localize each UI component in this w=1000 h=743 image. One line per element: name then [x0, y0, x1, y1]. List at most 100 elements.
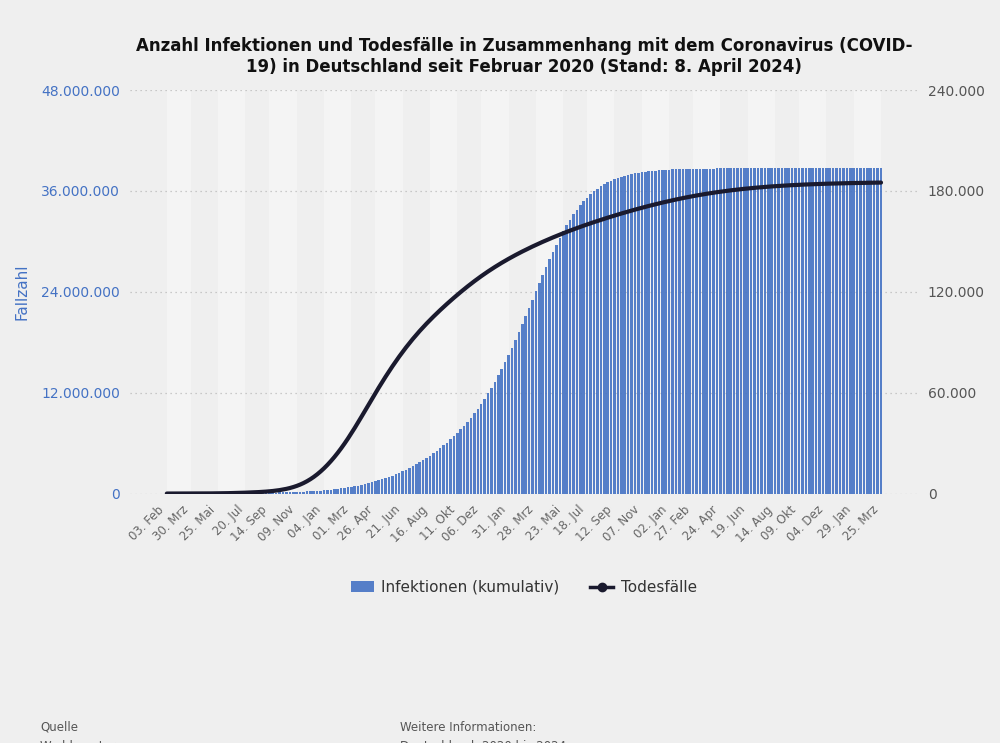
Bar	[644, 172, 647, 493]
Bar	[477, 409, 479, 493]
Bar	[661, 170, 664, 493]
Bar	[524, 317, 527, 493]
Bar	[446, 443, 448, 493]
Bar	[295, 492, 298, 493]
Bar	[733, 169, 735, 493]
Bar	[473, 413, 476, 493]
Bar	[559, 238, 561, 493]
Bar	[723, 169, 725, 493]
Bar	[610, 181, 612, 493]
Bar	[504, 362, 506, 493]
Bar	[743, 169, 746, 493]
Bar	[507, 355, 510, 493]
Bar	[521, 325, 524, 493]
Bar	[347, 487, 349, 493]
Bar	[536, 90, 563, 493]
Bar	[306, 491, 308, 493]
Bar	[511, 348, 513, 493]
Bar	[548, 259, 551, 493]
Bar	[678, 169, 681, 493]
Bar	[514, 340, 517, 493]
Bar	[429, 455, 431, 493]
Bar	[695, 169, 698, 493]
Bar	[375, 90, 403, 493]
Bar	[405, 470, 407, 493]
Bar	[606, 183, 609, 493]
Bar	[497, 375, 500, 493]
Bar	[852, 169, 855, 493]
Bar	[784, 169, 787, 493]
Bar	[859, 169, 862, 493]
Bar	[316, 491, 318, 493]
Bar	[360, 485, 363, 493]
Bar	[801, 169, 804, 493]
Bar	[343, 488, 346, 493]
Bar	[835, 169, 838, 493]
Bar	[699, 169, 701, 493]
Bar	[603, 184, 606, 493]
Bar	[432, 453, 435, 493]
Bar	[586, 198, 588, 493]
Bar	[774, 169, 776, 493]
Bar	[395, 474, 397, 493]
Bar	[218, 90, 245, 493]
Bar	[324, 90, 351, 493]
Bar	[336, 489, 339, 493]
Bar	[309, 491, 312, 493]
Bar	[808, 169, 811, 493]
Bar	[350, 487, 353, 493]
Bar	[576, 210, 578, 493]
Bar	[664, 170, 667, 493]
Bar	[856, 169, 858, 493]
Bar	[593, 192, 595, 493]
Bar	[757, 169, 759, 493]
Bar	[777, 169, 780, 493]
Bar	[767, 169, 770, 493]
Bar	[470, 418, 472, 493]
Bar	[412, 466, 414, 493]
Bar	[466, 422, 469, 493]
Bar	[579, 205, 582, 493]
Bar	[582, 201, 585, 493]
Bar	[490, 388, 493, 493]
Bar	[627, 175, 629, 493]
Bar	[705, 169, 708, 493]
Bar	[531, 299, 534, 493]
Bar	[637, 172, 640, 493]
Bar	[384, 478, 387, 493]
Bar	[791, 169, 793, 493]
Bar	[449, 439, 452, 493]
Bar	[326, 490, 329, 493]
Bar	[456, 433, 459, 493]
Bar	[418, 462, 421, 493]
Bar	[794, 169, 797, 493]
Bar	[781, 169, 783, 493]
Bar	[748, 90, 775, 493]
Bar	[269, 90, 297, 493]
Bar	[685, 169, 688, 493]
Bar	[555, 244, 558, 493]
Bar	[541, 275, 544, 493]
Bar	[651, 171, 653, 493]
Bar	[340, 488, 342, 493]
Bar	[518, 332, 520, 493]
Bar	[562, 231, 565, 493]
Bar	[319, 490, 322, 493]
Bar	[880, 169, 882, 493]
Bar	[442, 445, 445, 493]
Bar	[825, 169, 828, 493]
Bar	[292, 492, 295, 493]
Bar	[613, 179, 616, 493]
Bar	[500, 369, 503, 493]
Bar	[693, 90, 720, 493]
Bar	[391, 476, 394, 493]
Bar	[480, 403, 482, 493]
Bar	[654, 171, 657, 493]
Bar	[425, 458, 428, 493]
Bar	[753, 169, 756, 493]
Bar	[716, 169, 718, 493]
Bar	[863, 169, 865, 493]
Bar	[535, 291, 537, 493]
Bar	[798, 169, 800, 493]
Bar	[873, 169, 875, 493]
